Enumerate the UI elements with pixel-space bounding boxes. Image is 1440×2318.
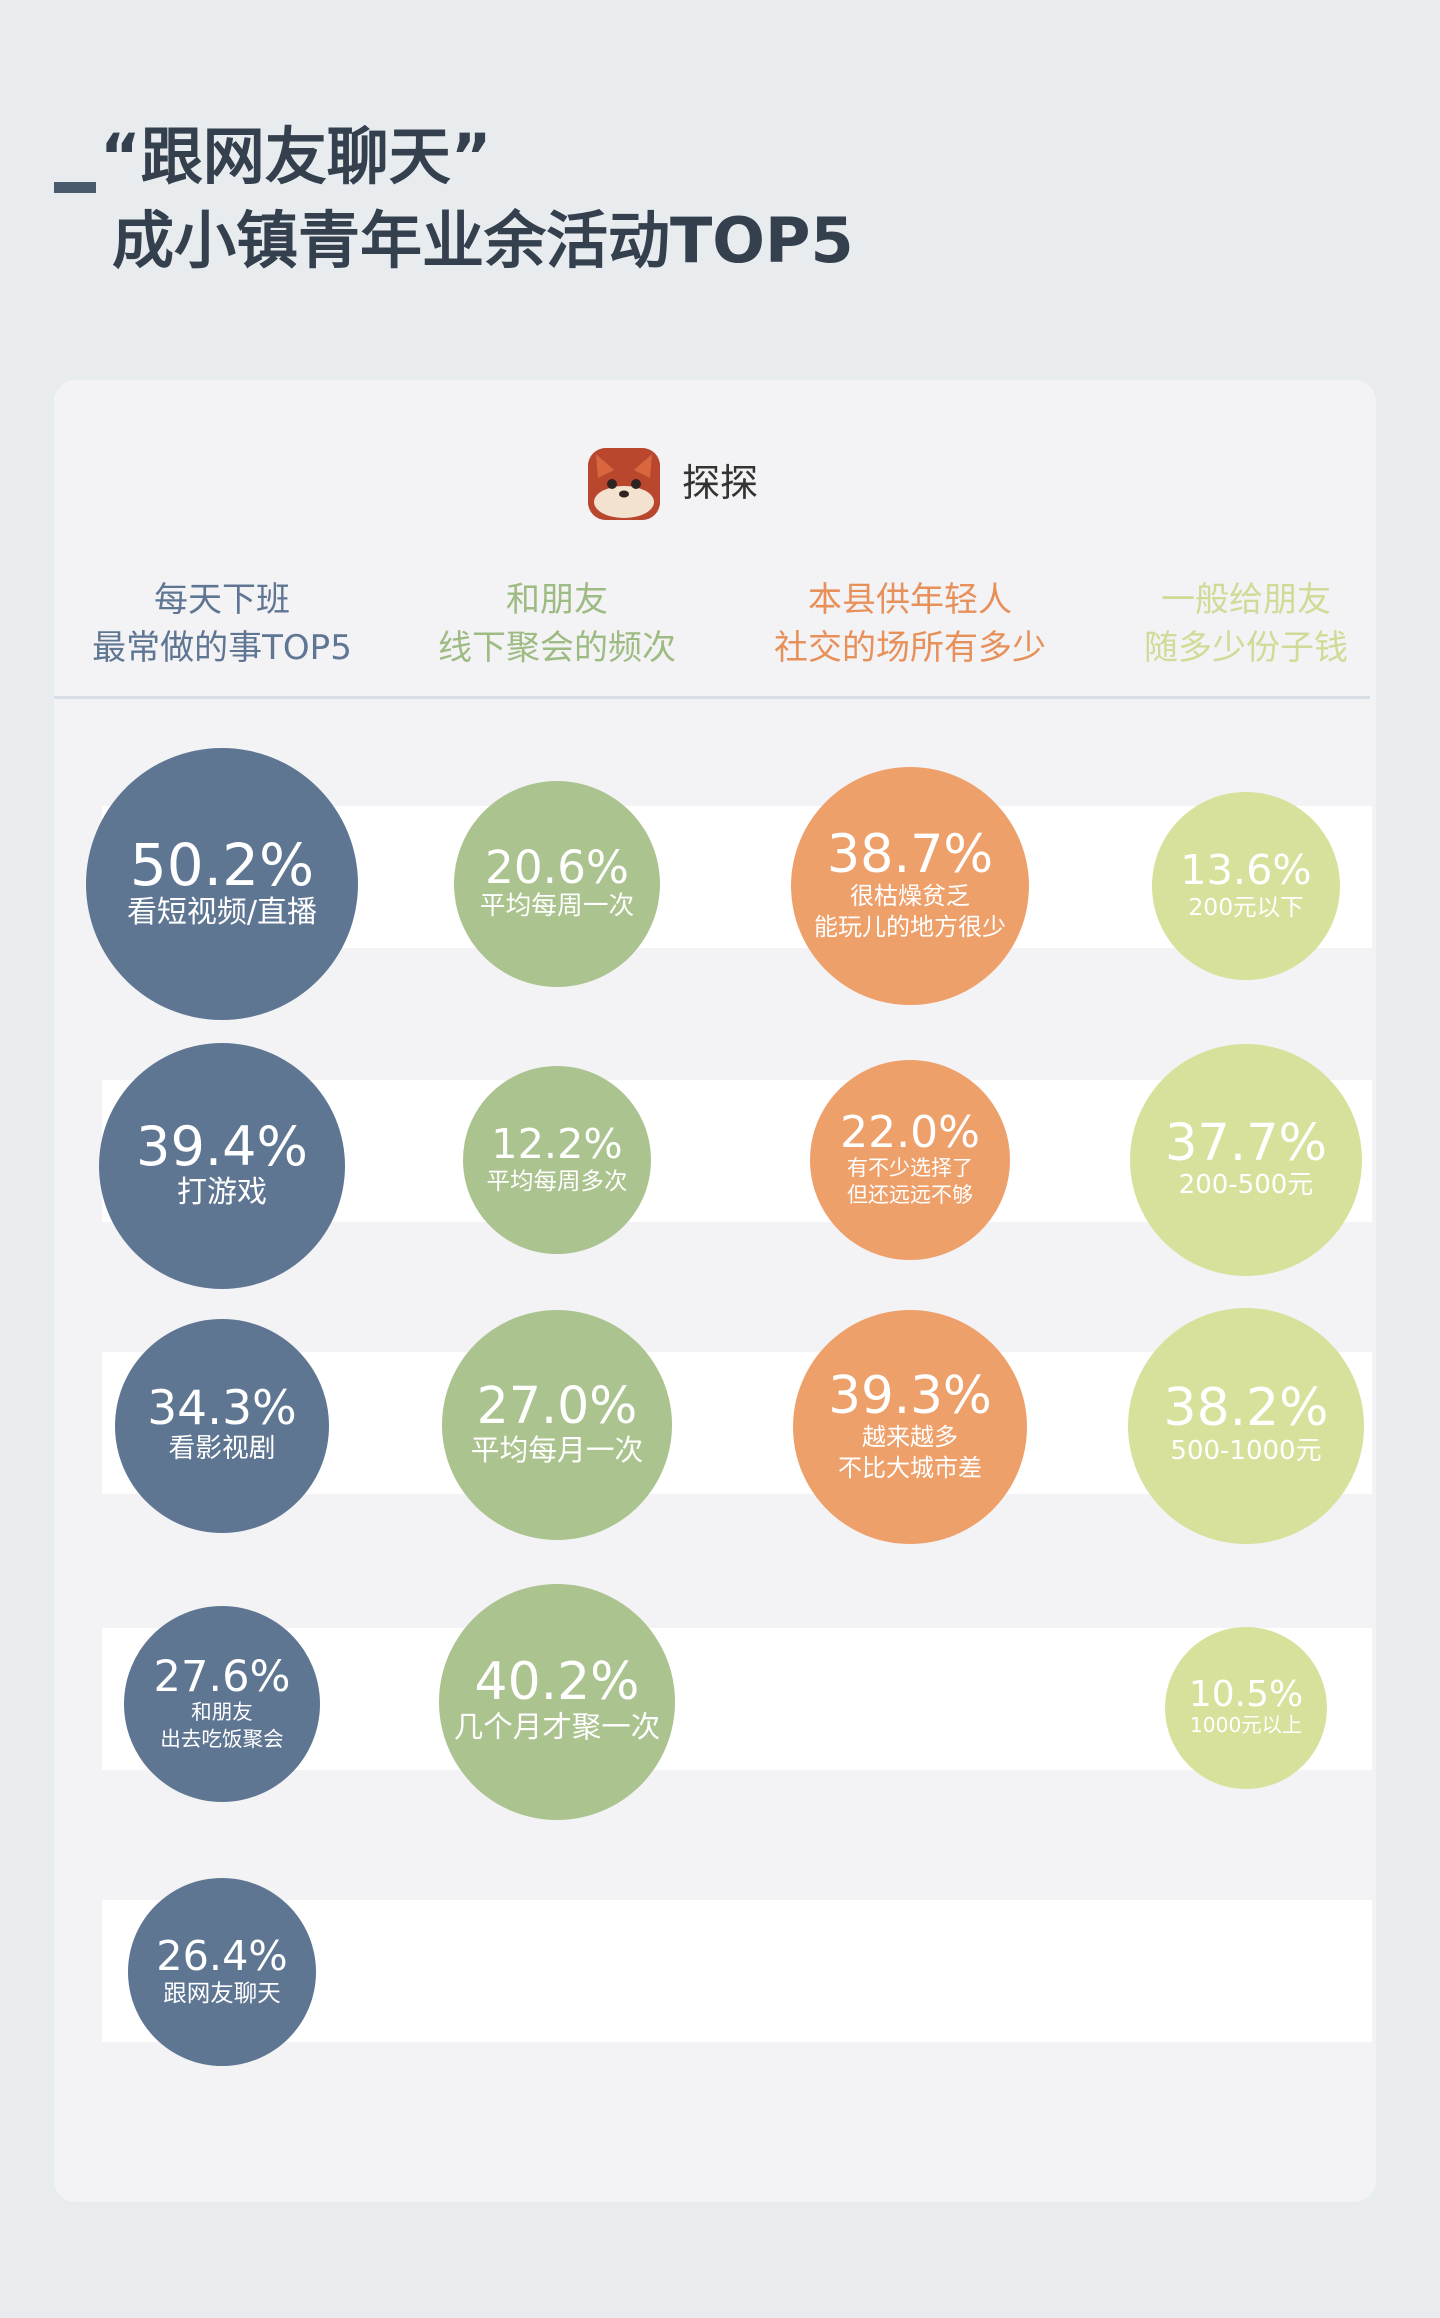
category-label: 200-500元 [1178,1169,1314,1200]
data-value-label: 39.3% [828,1365,992,1426]
column-title-3: 本县供年轻人 社交的场所有多少 [745,576,1075,672]
data-bubble: 27.0% 平均每月一次 [442,1310,672,1540]
data-bubble: 27.6% 和朋友 出去吃饭聚会 [124,1606,320,1802]
data-value-label: 20.6% [485,840,629,894]
data-bubble: 40.2% 几个月才聚一次 [439,1584,675,1820]
category-label: 看短视频/直播 [126,894,318,930]
data-bubble: 37.7% 200-500元 [1130,1044,1362,1276]
data-value-label: 38.2% [1163,1378,1329,1439]
category-label: 跟网友聊天 [163,1978,281,2007]
category-label: 很枯燥贫乏 能玩儿的地方很少 [814,882,1006,942]
column-title-line: 最常做的事TOP5 [92,628,352,668]
category-label: 1000元以上 [1189,1713,1303,1738]
data-bubble: 22.0% 有不少选择了 但还远远不够 [810,1060,1010,1260]
title-line-2: 成小镇青年业余活动TOP5 [112,204,854,277]
data-value-label: 13.6% [1180,846,1312,895]
data-bubble: 10.5% 1000元以上 [1165,1627,1327,1789]
category-label: 平均每周一次 [479,891,635,922]
category-label: 看影视剧 [168,1433,276,1465]
category-label: 平均每月一次 [470,1432,644,1467]
column-title-4: 一般给朋友随多少份子钱 [1081,576,1411,672]
data-bubble: 13.6% 200元以下 [1152,792,1340,980]
data-bubble: 39.3% 越来越多 不比大城市差 [793,1310,1027,1544]
category-label: 越来越多 不比大城市差 [838,1423,982,1482]
column-title-line: 线下聚会的频次 [438,628,676,668]
data-value-label: 38.7% [826,824,994,886]
data-bubble: 20.6% 平均每周一次 [454,781,660,987]
data-bubble: 50.2% 看短视频/直播 [86,748,358,1020]
category-label: 有不少选择了 但还远远不够 [847,1156,973,1207]
category-label: 和朋友 出去吃饭聚会 [160,1700,284,1751]
data-bubble: 39.4% 打游戏 [99,1043,345,1289]
data-bubble: 26.4% 跟网友聊天 [128,1878,316,2066]
fox-logo-icon [588,448,660,520]
title-line-1: “跟网友聊天” [100,120,492,193]
column-title-2: 和朋友线下聚会的频次 [392,576,722,672]
data-bubble: 34.3% 看影视剧 [115,1319,329,1533]
data-value-label: 40.2% [474,1652,640,1713]
data-value-label: 22.0% [840,1107,980,1159]
brand-name: 探探 [682,461,759,505]
data-value-label: 50.2% [129,830,315,899]
data-value-label: 27.6% [153,1652,291,1703]
data-value-label: 39.4% [136,1114,308,1178]
column-title-line: 本县供年轻人 [808,580,1012,620]
data-value-label: 26.4% [156,1932,288,1981]
header-divider [54,696,1370,699]
category-label: 几个月才聚一次 [453,1710,661,1745]
data-value-label: 10.5% [1188,1674,1304,1716]
column-title-line: 社交的场所有多少 [774,628,1046,668]
title-dash-decoration [54,182,96,193]
data-bubble: 38.2% 500-1000元 [1128,1308,1364,1544]
data-value-label: 34.3% [147,1381,297,1437]
category-label: 500-1000元 [1170,1436,1322,1467]
column-title-line: 和朋友 [506,580,608,620]
data-bubble: 38.7% 很枯燥贫乏 能玩儿的地方很少 [791,767,1029,1005]
data-value-label: 37.7% [1164,1113,1328,1173]
column-title-1: 每天下班最常做的事TOP5 [57,576,387,672]
category-label: 200元以下 [1188,892,1304,921]
data-value-label: 12.2% [491,1120,623,1169]
column-title-line: 随多少份子钱 [1144,628,1348,668]
column-title-line: 每天下班 [154,580,290,620]
data-value-label: 27.0% [476,1376,638,1436]
data-bubble: 12.2% 平均每周多次 [463,1066,651,1254]
chart-card: 探探 每天下班 最常做的事TOP5 和朋友 线下聚会的频次 本县供年轻人 社交的场所有多少… [54,380,1376,2202]
category-label: 平均每周多次 [486,1166,628,1195]
column-title-line: 一般给朋友 [1161,580,1331,620]
category-label: 打游戏 [177,1174,267,1210]
